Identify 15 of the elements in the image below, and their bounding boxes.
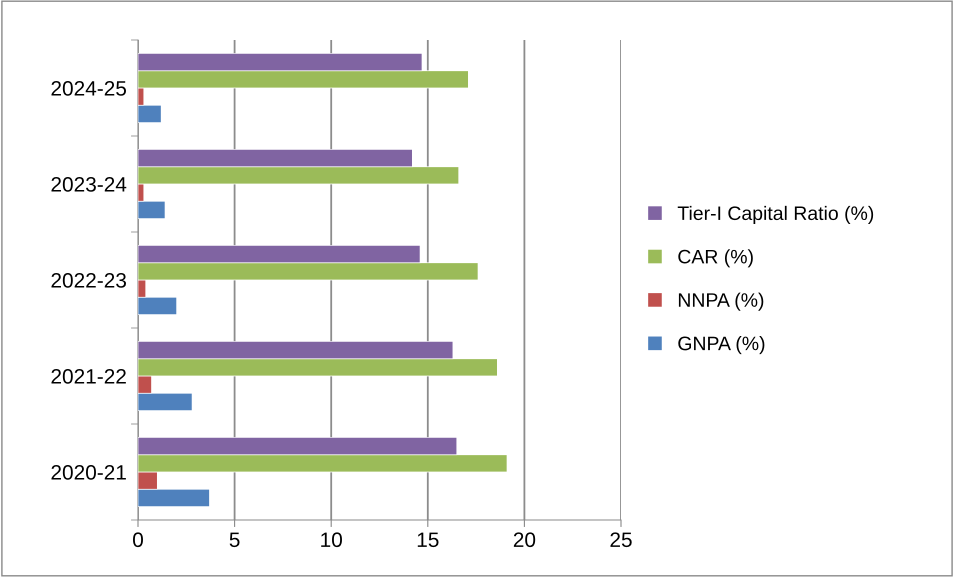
y-tick-label: 2022-23 — [51, 273, 126, 288]
legend-label: CAR (%) — [678, 249, 753, 268]
y-tick-label: 2024-25 — [51, 81, 126, 96]
x-tick-label: 0 — [133, 532, 143, 548]
y-tick-label: 2020-21 — [51, 465, 126, 480]
x-tick-label: 25 — [610, 532, 632, 548]
legend-label: GNPA (%) — [678, 336, 764, 354]
x-tick-label: 15 — [418, 532, 439, 548]
x-tick-label: 20 — [514, 532, 536, 548]
legend-label: NNPA (%) — [678, 292, 764, 311]
y-tick-label: 2023-24 — [51, 177, 126, 192]
y-tick-label: 2021-22 — [51, 369, 126, 384]
legend-label: Tier-I Capital Ratio (%) — [678, 206, 874, 224]
x-tick-label: 10 — [321, 532, 342, 548]
x-tick-label: 5 — [230, 532, 240, 548]
